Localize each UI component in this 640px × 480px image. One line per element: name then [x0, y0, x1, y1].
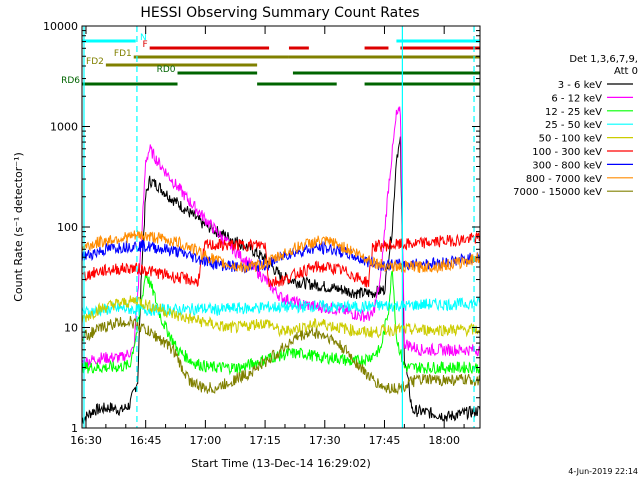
x-tick-label: 18:00	[428, 434, 460, 447]
legend-label-8: 7000 - 15000 keV	[513, 187, 602, 198]
series-line-1	[81, 106, 481, 368]
series-line-4	[81, 295, 481, 339]
series-line-2	[81, 270, 481, 376]
y-axis-label: Count Rate (s⁻¹ detector⁻¹)	[12, 152, 25, 302]
x-tick-label: 16:45	[130, 434, 162, 447]
legend-label-7: 800 - 7000 keV	[526, 174, 602, 185]
legend-header-1: Det 1,3,6,7,9,	[569, 54, 638, 65]
x-tick-label: 16:30	[70, 434, 102, 447]
chart-title: HESSI Observing Summary Count Rates	[140, 5, 419, 21]
legend-label-3: 25 - 50 keV	[545, 120, 602, 131]
y-tick-label: 1	[71, 422, 78, 435]
y-axis: 1 10 100 1000 10000	[43, 20, 480, 435]
x-tick-label: 17:30	[309, 434, 341, 447]
x-axis: 16:30 16:45 17:00 17:15 17:30 17:45 18:00	[70, 26, 465, 447]
state-label-f: F	[142, 40, 147, 50]
state-label-rd0: RD0	[157, 65, 176, 75]
series-line-0	[81, 136, 481, 424]
legend-label-4: 50 - 100 keV	[539, 134, 603, 145]
state-label-fd2: FD2	[86, 57, 104, 67]
y-tick-label: 1000	[50, 121, 78, 134]
y-tick-label: 10	[64, 322, 78, 335]
x-tick-label: 17:15	[249, 434, 281, 447]
x-axis-label: Start Time (13-Dec-14 16:29:02)	[191, 457, 371, 470]
state-label-n: N	[140, 33, 147, 43]
state-bars: NF FD1 FD2 RD0 RD6	[61, 33, 480, 86]
x-tick-label: 17:45	[369, 434, 401, 447]
legend-label-1: 6 - 12 keV	[551, 93, 602, 104]
series-line-8	[81, 315, 481, 395]
legend-header-2: Att 0	[614, 66, 638, 77]
series-line-7	[81, 229, 481, 274]
state-label-rd6: RD6	[61, 76, 80, 86]
series-line-5	[81, 232, 481, 288]
x-tick-label: 17:00	[190, 434, 222, 447]
legend-label-0: 3 - 6 keV	[558, 80, 602, 91]
series-line-3	[81, 296, 481, 318]
state-label-fd1: FD1	[114, 49, 132, 59]
y-tick-label: 10000	[43, 20, 78, 33]
series-lines	[81, 106, 481, 424]
y-tick-label: 100	[57, 221, 78, 234]
legend-label-5: 100 - 300 keV	[532, 147, 602, 158]
legend-label-2: 12 - 25 keV	[545, 107, 602, 118]
legend: 3 - 6 keV 6 - 12 keV 12 - 25 keV 25 - 50 ke…	[513, 80, 633, 198]
legend-label-6: 300 - 800 keV	[532, 160, 602, 171]
timestamp: 4-Jun-2019 22:14	[568, 467, 638, 476]
